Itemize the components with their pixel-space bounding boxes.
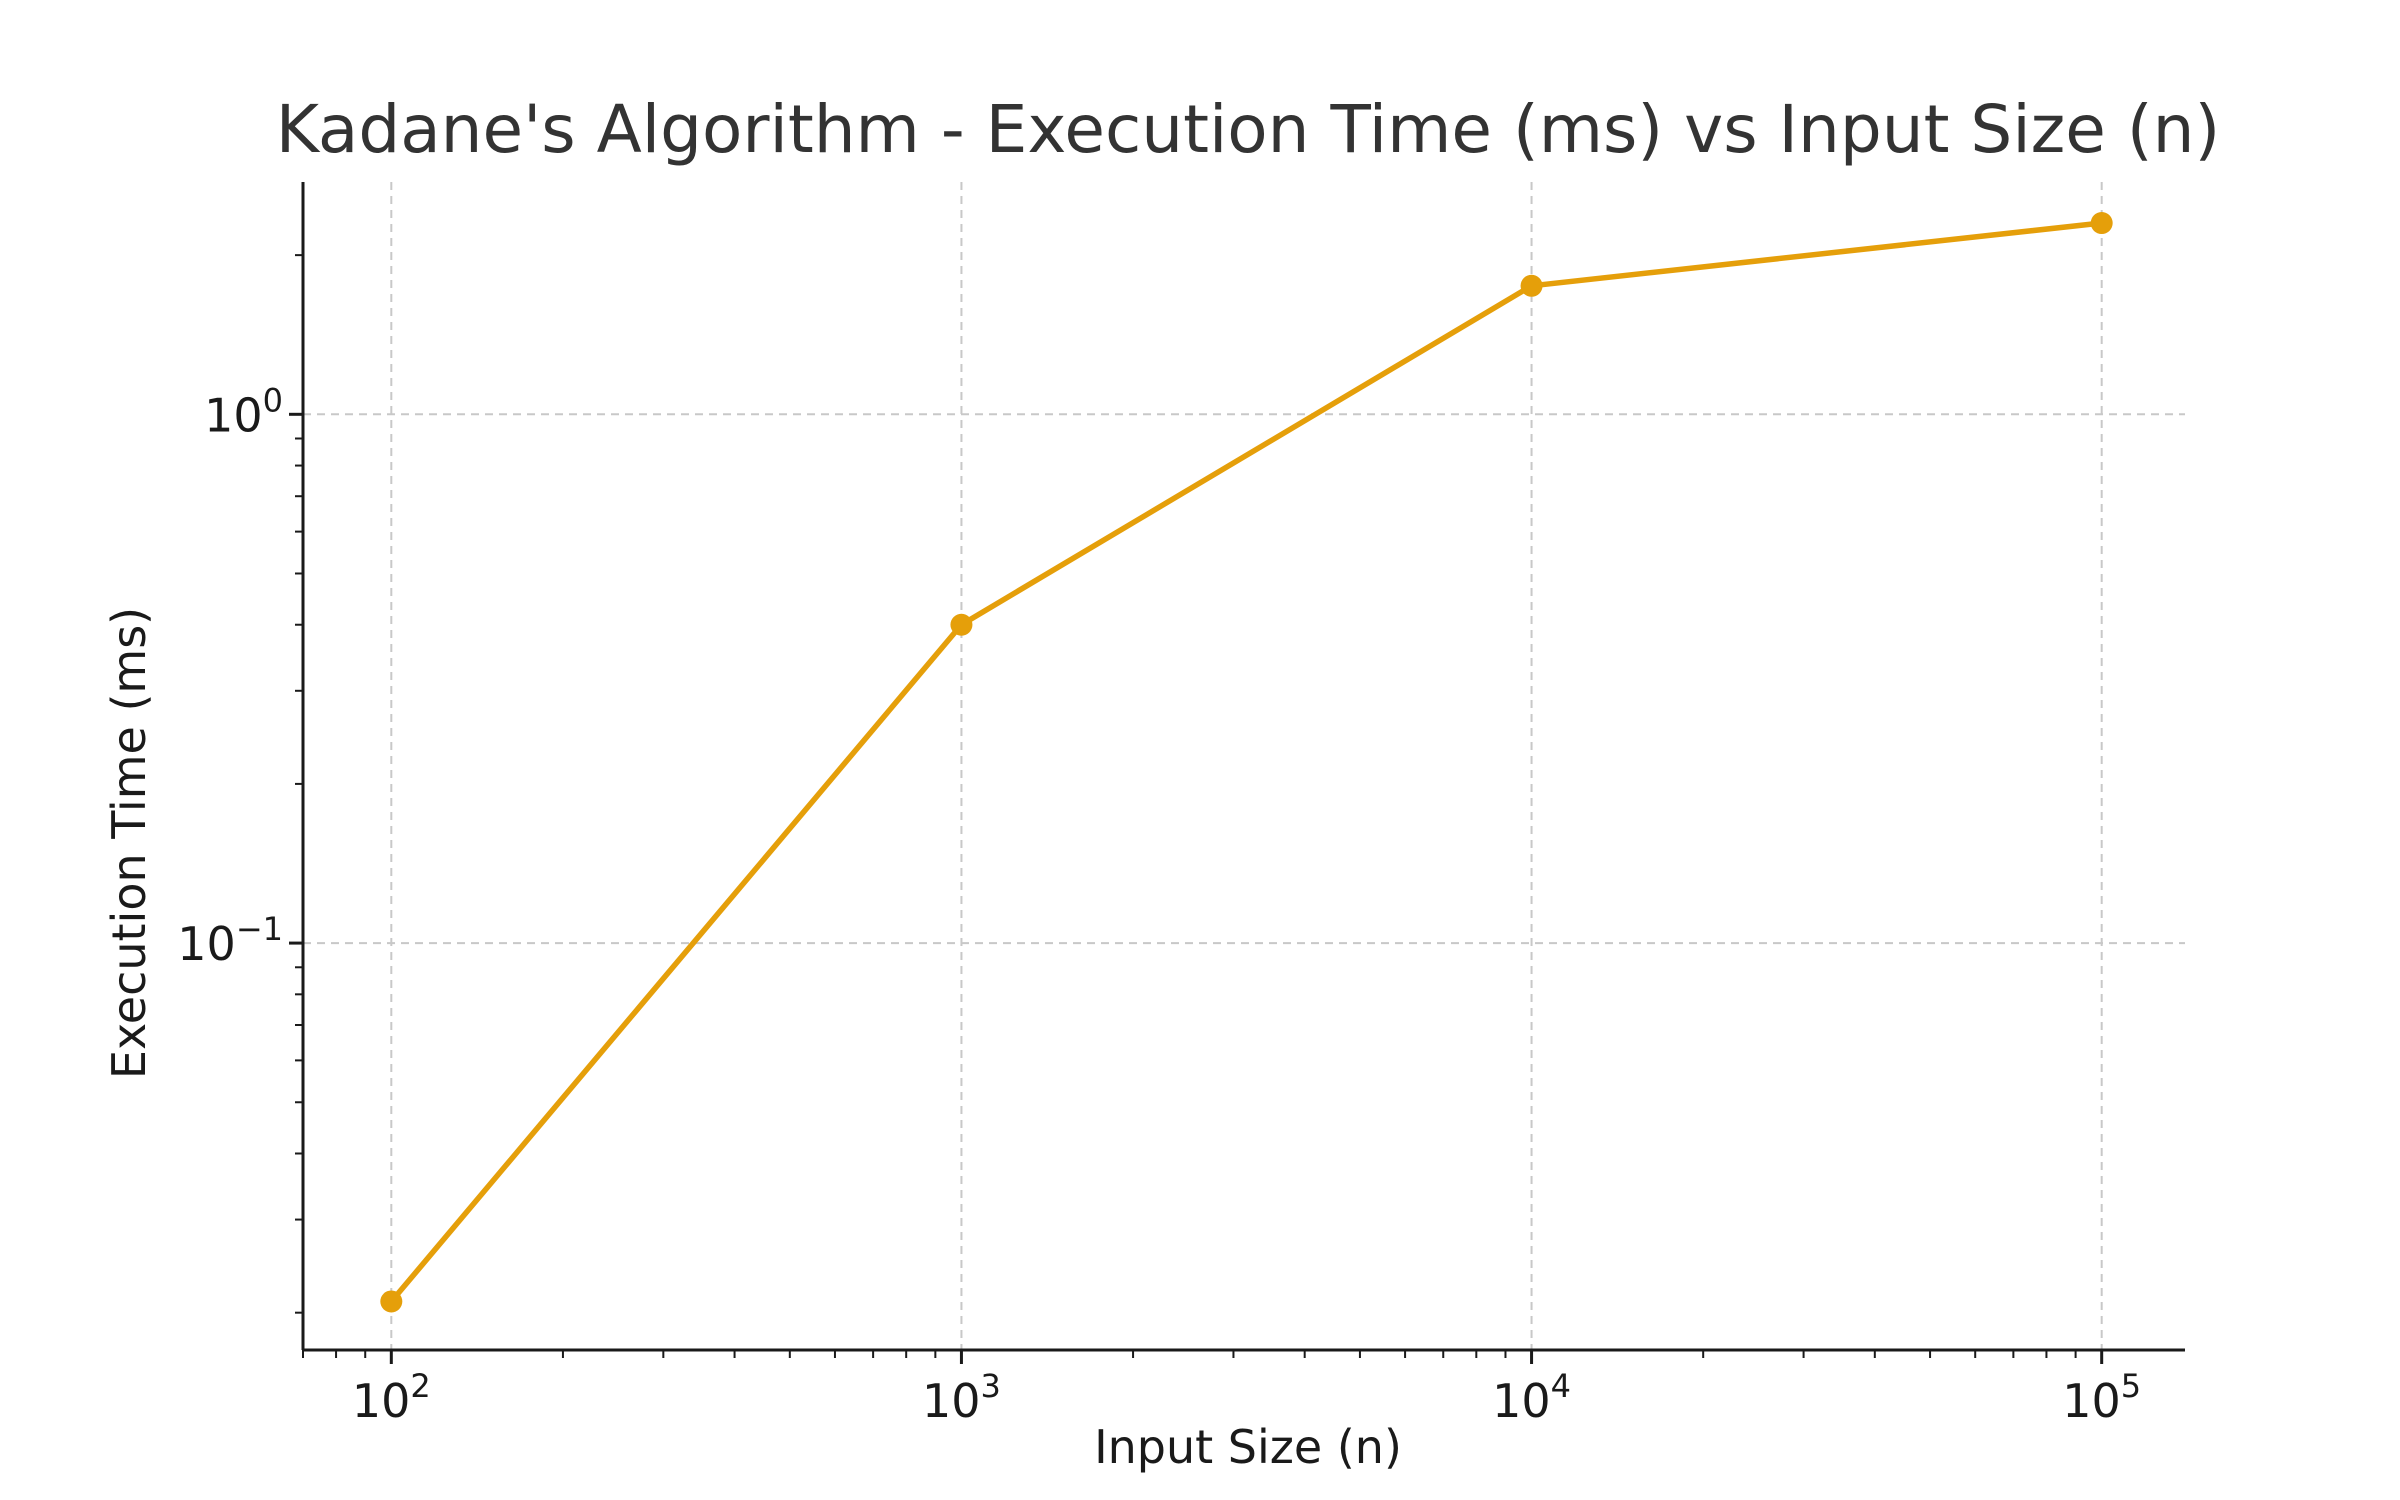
x-tick-label: 105 [2062,1367,2141,1428]
x-tick-label: 102 [352,1367,431,1428]
series-line [389,220,2103,1304]
tick-marks [289,254,2104,1364]
x-tick-label: 104 [1492,1367,1571,1428]
chart-title: Kadane's Algorithm - Execution Time (ms)… [276,91,2220,168]
y-tick-label: 10−1 [177,910,283,971]
grid [303,182,2185,1350]
data-point [380,1290,403,1313]
tick-labels: 102 103 104 105 10−1 100 [177,381,2141,1428]
axes [301,182,2185,1352]
y-axis-label: Execution Time (ms) [102,607,156,1079]
data-point [2090,212,2113,235]
data-point [1520,274,1543,297]
data-point [950,613,973,636]
x-tick-label: 103 [922,1367,1001,1428]
y-tick-label: 100 [204,381,283,442]
x-axis-label: Input Size (n) [1094,1420,1402,1474]
series [380,212,2113,1313]
